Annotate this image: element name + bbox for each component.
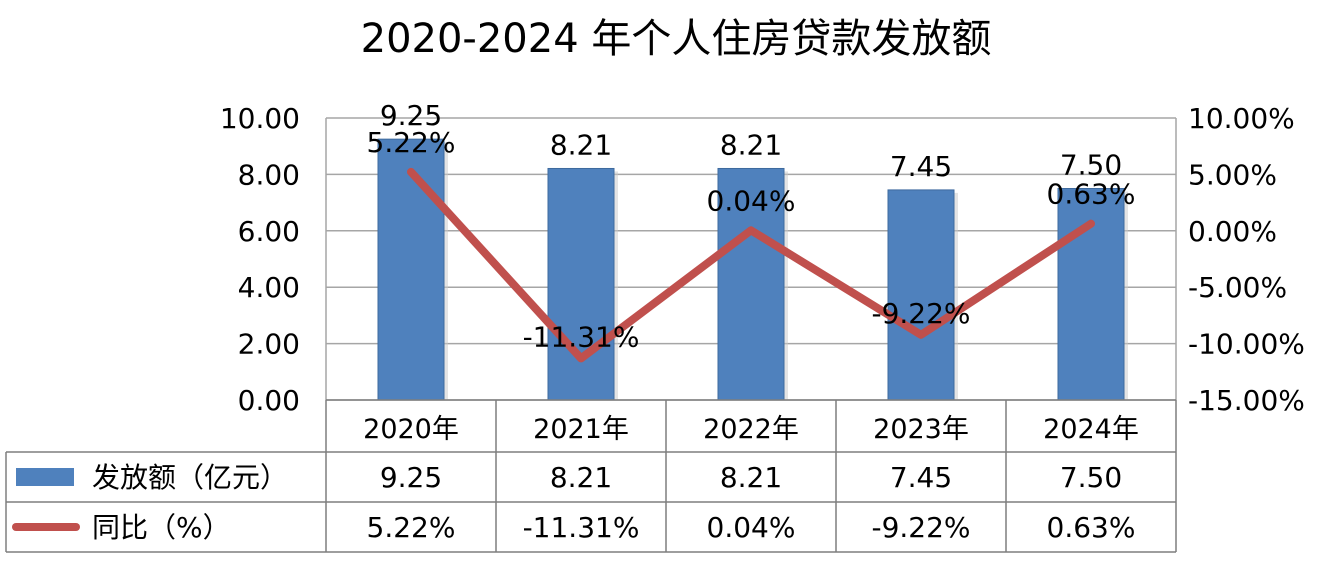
left-tick-label: 10.00 (220, 102, 300, 135)
chart-title: 2020-2024 年个人住房贷款发放额 (361, 16, 992, 62)
line-point (1088, 220, 1094, 227)
line-point (408, 168, 414, 175)
category-label: 2022年 (703, 414, 799, 445)
right-tick-label: -10.00% (1188, 328, 1305, 361)
table-cell-amount: 9.25 (380, 461, 442, 494)
legend-label-bar: 发放额（亿元） (92, 461, 288, 494)
left-tick-label: 0.00 (238, 384, 300, 417)
bar-value-label: 8.21 (550, 128, 612, 161)
line-point (578, 355, 584, 362)
left-tick-label: 2.00 (238, 328, 300, 361)
bar-value-label: 9.25 (380, 99, 442, 132)
right-tick-label: -15.00% (1188, 384, 1305, 417)
table-cell-yoy: -11.31% (523, 511, 640, 544)
yoy-line (407, 167, 1095, 363)
table-cell-yoy: 0.04% (707, 511, 796, 544)
bar (887, 189, 955, 401)
left-tick-label: 6.00 (238, 215, 300, 248)
right-tick-label: 5.00% (1188, 158, 1277, 191)
right-tick-label: 10.00% (1188, 102, 1295, 135)
left-tick-label: 4.00 (238, 271, 300, 304)
bars (377, 138, 1128, 401)
legend-swatch-bar (16, 468, 74, 486)
category-label: 2023年 (873, 414, 969, 445)
table-cell-amount: 7.45 (890, 461, 952, 494)
table-cell-yoy: 5.22% (367, 511, 456, 544)
line-value-label: 5.22% (367, 126, 456, 159)
line-value-label: -9.22% (871, 297, 970, 330)
table-cell-yoy: -9.22% (871, 511, 970, 544)
axes: 0.00 2.00 4.00 6.00 8.00 10.00 -15.00% -10.00% -… (220, 102, 1305, 417)
line-point (748, 227, 754, 234)
line-value-label: 0.04% (707, 184, 796, 217)
category-label: 2020年 (363, 414, 459, 445)
bar-value-label: 7.45 (890, 150, 952, 183)
bar (717, 167, 785, 401)
table-cell-amount: 7.50 (1060, 461, 1122, 494)
table-cell-amount: 8.21 (550, 461, 612, 494)
bar-value-label: 7.50 (1060, 149, 1122, 182)
category-label: 2024年 (1043, 414, 1139, 445)
table-cell-yoy: 0.63% (1047, 511, 1136, 544)
table-cell-amount: 8.21 (720, 461, 782, 494)
left-tick-label: 8.00 (238, 158, 300, 191)
bar (377, 138, 445, 401)
category-label: 2021年 (533, 414, 629, 445)
data-labels: 9.25 8.21 8.21 7.45 7.50 5.22% -11.31% 0.04% -9.… (367, 99, 1136, 353)
right-tick-label: 0.00% (1188, 215, 1277, 248)
line-value-label: 0.63% (1047, 178, 1136, 211)
right-tick-label: -5.00% (1188, 271, 1287, 304)
legend-label-line: 同比（%） (92, 511, 231, 544)
line-point (918, 331, 924, 338)
line-value-label: -11.31% (523, 320, 640, 353)
bar (547, 167, 615, 401)
bar-value-label: 8.21 (720, 128, 782, 161)
